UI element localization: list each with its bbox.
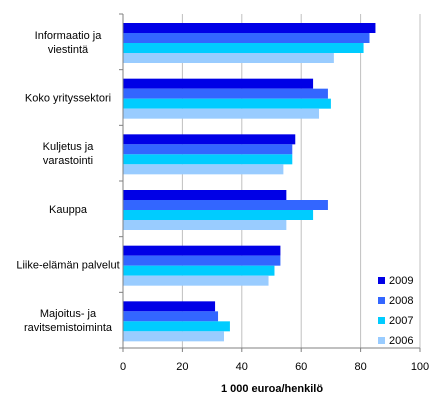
x-tick-label: 60 bbox=[295, 361, 307, 373]
bar-2007-cat-0 bbox=[123, 43, 364, 53]
bar-2008-cat-3 bbox=[123, 200, 328, 210]
category-label: ravitsemistoiminta bbox=[24, 322, 113, 334]
category-labels: Informaatio ja viestintä Koko yrityssektor… bbox=[16, 30, 119, 334]
bar-2008-cat-0 bbox=[123, 33, 370, 43]
category-label: Kuljetus ja bbox=[43, 141, 95, 153]
x-tick-label: 0 bbox=[120, 361, 126, 373]
legend-swatch-2007 bbox=[378, 317, 385, 324]
legend-label-2008: 2008 bbox=[389, 295, 413, 307]
bar-2007-cat-3 bbox=[123, 210, 314, 220]
bar-2009-cat-2 bbox=[123, 134, 296, 145]
bar-2009-cat-5 bbox=[123, 301, 216, 312]
x-tick-label: 80 bbox=[354, 361, 366, 373]
category-label: Informaatio ja bbox=[35, 30, 103, 42]
bar-2008-cat-2 bbox=[123, 144, 293, 155]
bar-2006-cat-1 bbox=[123, 108, 320, 119]
bar-2006-cat-5 bbox=[123, 331, 224, 342]
legend-label-2007: 2007 bbox=[389, 315, 413, 327]
bar-2007-cat-2 bbox=[123, 154, 293, 165]
bar-2009-cat-0 bbox=[123, 23, 376, 33]
legend-swatch-2006 bbox=[378, 337, 385, 344]
bar-2006-cat-3 bbox=[123, 220, 287, 230]
x-tick-labels: 0 20 40 60 80 100 bbox=[120, 361, 429, 373]
category-label: Majoitus- ja bbox=[40, 308, 97, 320]
legend-label-2006: 2006 bbox=[389, 335, 413, 347]
category-label: varastointi bbox=[43, 155, 93, 167]
x-tick-label: 40 bbox=[236, 361, 248, 373]
bar-2008-cat-5 bbox=[123, 311, 219, 322]
bar-2009-cat-4 bbox=[123, 245, 281, 256]
category-label: viestintä bbox=[48, 44, 89, 56]
x-axis-title: 1 000 euroa/henkilö bbox=[221, 383, 323, 395]
bar-2007-cat-4 bbox=[123, 265, 275, 276]
x-tick-label: 20 bbox=[176, 361, 188, 373]
bar-2008-cat-4 bbox=[123, 255, 281, 266]
bar-2007-cat-1 bbox=[123, 98, 331, 109]
bar-2009-cat-3 bbox=[123, 190, 287, 200]
legend: 2009 2008 2007 2006 bbox=[378, 275, 413, 347]
category-label: Koko yrityssektori bbox=[25, 93, 111, 105]
category-label: Liike-elämän palvelut bbox=[16, 260, 119, 272]
bar-2007-cat-5 bbox=[123, 321, 230, 332]
bar-2009-cat-1 bbox=[123, 78, 314, 89]
bar-2008-cat-1 bbox=[123, 88, 328, 99]
legend-swatch-2009 bbox=[378, 277, 385, 284]
grid-lines bbox=[181, 14, 421, 348]
bar-2006-cat-0 bbox=[123, 53, 334, 63]
category-label: Kauppa bbox=[49, 204, 88, 216]
legend-label-2009: 2009 bbox=[389, 275, 413, 287]
bar-2006-cat-2 bbox=[123, 164, 284, 175]
bars bbox=[123, 23, 376, 342]
x-tick-label: 100 bbox=[411, 361, 429, 373]
legend-swatch-2008 bbox=[378, 297, 385, 304]
axes bbox=[119, 13, 421, 352]
bar-2006-cat-4 bbox=[123, 275, 269, 286]
